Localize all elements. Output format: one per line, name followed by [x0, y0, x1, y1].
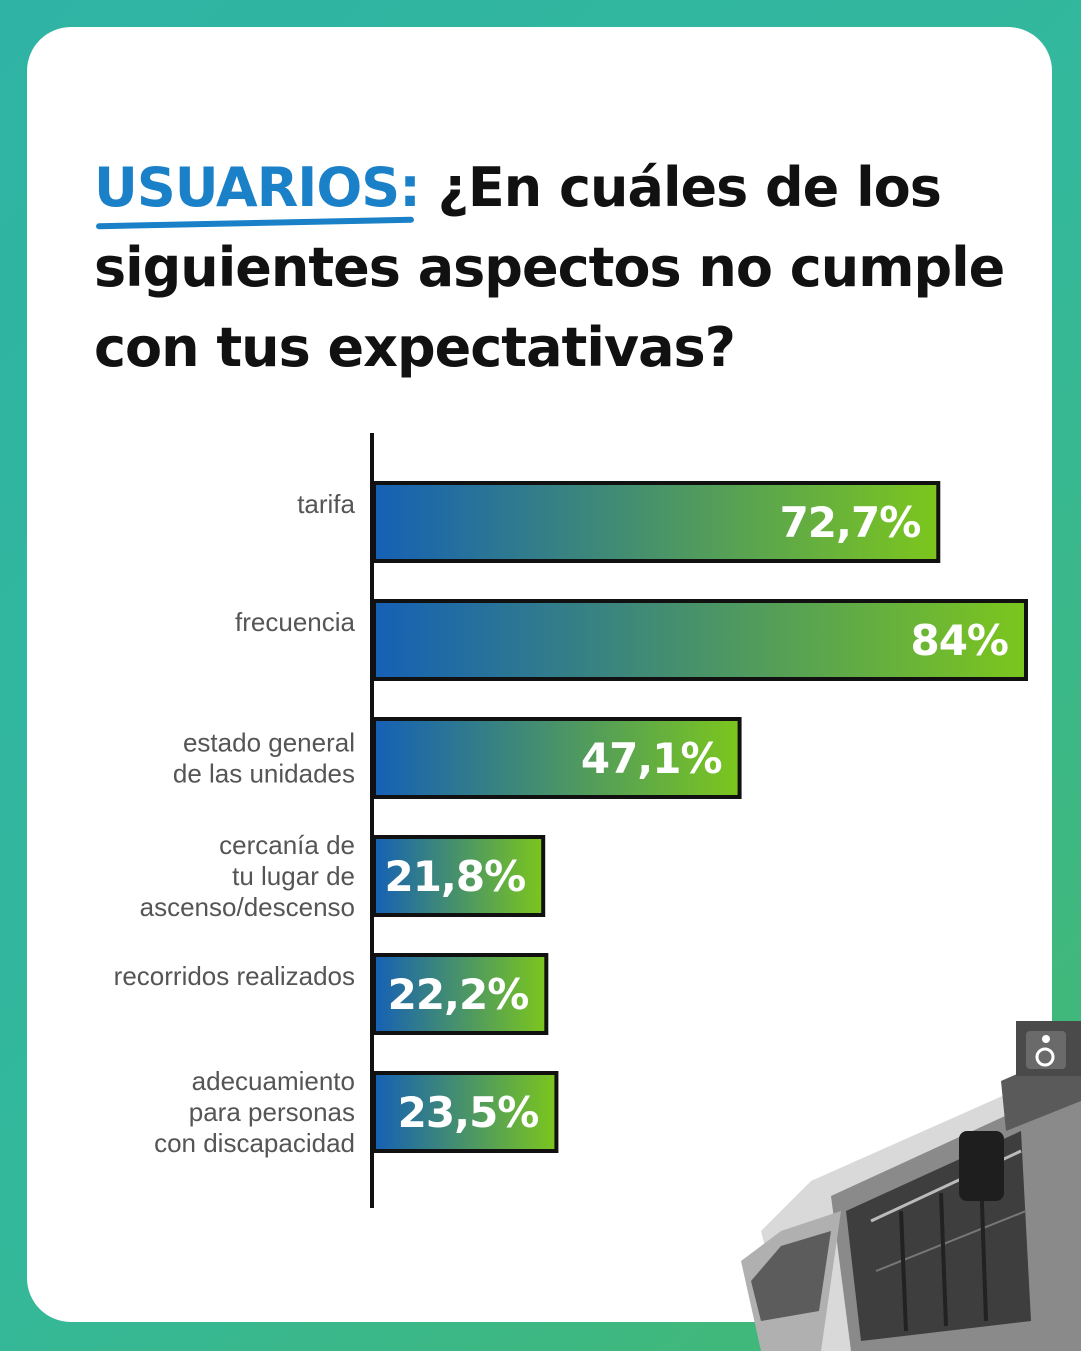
category-label: tu lugar de — [232, 861, 355, 891]
wheelchair-icon — [1026, 1031, 1066, 1069]
category-label: estado general — [183, 728, 355, 758]
bar-5 — [372, 1071, 559, 1153]
category-label: cercanía de — [219, 830, 355, 860]
bar-4 — [372, 953, 549, 1035]
category-label: recorridos realizados — [114, 961, 355, 991]
category-label: frecuencia — [235, 607, 355, 637]
category-label: adecuamiento — [192, 1066, 355, 1096]
title-highlight: USUARIOS: — [94, 148, 421, 228]
page-title: USUARIOS: ¿En cuáles de los siguientes a… — [94, 148, 1034, 388]
category-label: para personas — [189, 1097, 355, 1127]
bar-value-label: 21,8% — [384, 852, 525, 901]
bar-value-label: 72,7% — [780, 498, 921, 547]
bar-1 — [372, 599, 1028, 681]
bar-value-label: 22,2% — [388, 970, 529, 1019]
bus-photo — [741, 1021, 1081, 1351]
category-label: de las unidades — [173, 759, 355, 789]
bar-value-label: 23,5% — [398, 1088, 539, 1137]
bar-value-label: 47,1% — [581, 734, 722, 783]
category-label: ascenso/descenso — [140, 892, 355, 922]
bar-value-label: 84% — [910, 616, 1008, 665]
category-label: con discapacidad — [154, 1128, 355, 1158]
category-label: tarifa — [297, 489, 355, 519]
title-question: ¿En cuáles de los siguientes aspectos no… — [94, 156, 1005, 379]
